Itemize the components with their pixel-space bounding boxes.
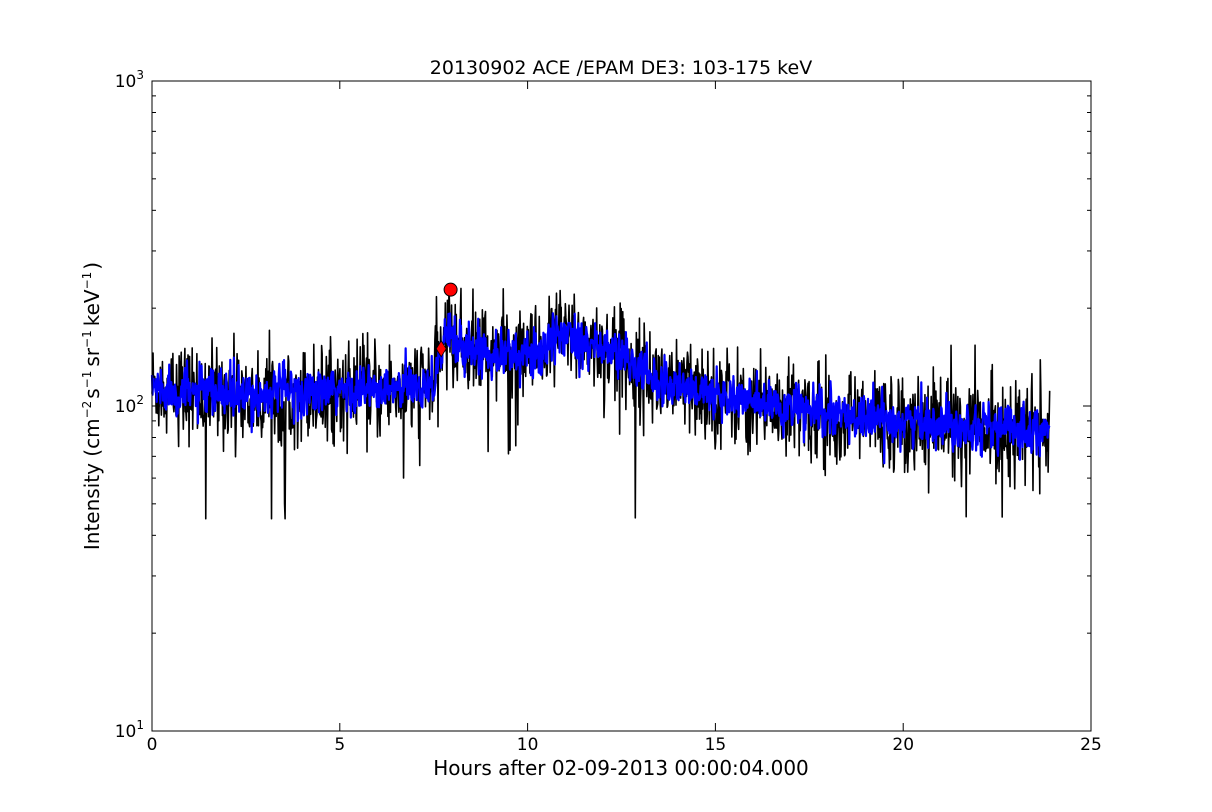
x-tick-label: 10 xyxy=(517,735,539,755)
marker-layer xyxy=(435,282,458,358)
onset-diamond-marker xyxy=(435,340,447,358)
x-tick-label: 25 xyxy=(1080,735,1102,755)
y-tick-label: 102 xyxy=(115,393,144,417)
y-tick-label: 103 xyxy=(115,68,144,92)
axis-ticks: 0 5 10 15 20 25 101 102 103 xyxy=(115,68,1102,755)
plot-area xyxy=(150,80,1092,732)
peak-circle-marker xyxy=(443,282,458,297)
chart-title: 20130902 ACE /EPAM DE3: 103-175 keV xyxy=(430,57,812,79)
x-tick-label: 15 xyxy=(705,735,727,755)
series-layer xyxy=(150,287,1051,520)
x-tick-label: 0 xyxy=(147,735,158,755)
series-smoothed-line xyxy=(150,312,1051,465)
x-tick-label: 5 xyxy=(334,735,345,755)
y-tick-label: 101 xyxy=(115,718,144,742)
x-axis-label: Hours after 02-09-2013 00:00:04.000 xyxy=(433,756,809,780)
x-tick-label: 20 xyxy=(892,735,914,755)
y-axis-label: Intensity (cm−2s−1sr−1keV−1) xyxy=(80,262,104,550)
